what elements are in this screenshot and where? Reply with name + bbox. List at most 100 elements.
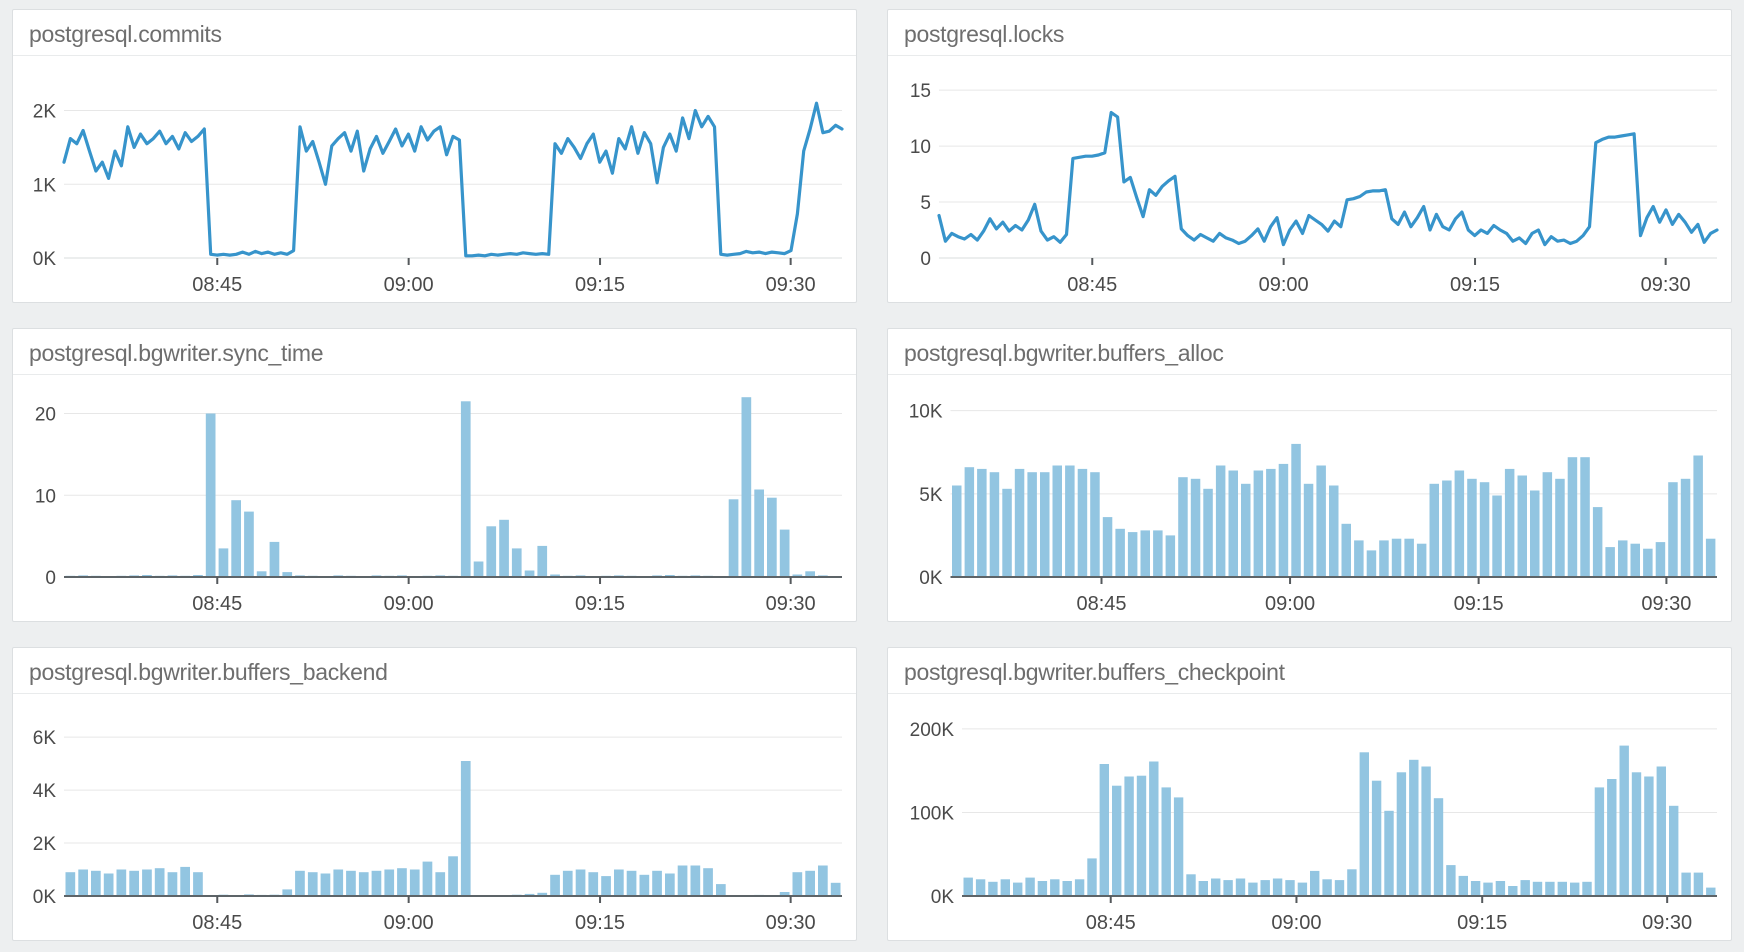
data-bar[interactable] xyxy=(1366,550,1377,577)
data-bar[interactable] xyxy=(1099,764,1109,896)
data-bar[interactable] xyxy=(295,870,305,896)
data-bar[interactable] xyxy=(1297,882,1308,896)
data-bar[interactable] xyxy=(1630,543,1641,577)
data-bar[interactable] xyxy=(1077,468,1088,577)
data-bar[interactable] xyxy=(1409,759,1419,896)
line-series[interactable] xyxy=(937,110,1719,247)
data-line[interactable] xyxy=(937,110,1719,247)
data-bar[interactable] xyxy=(1285,880,1295,896)
data-bar[interactable] xyxy=(1594,787,1605,896)
data-bar[interactable] xyxy=(1517,475,1528,578)
data-bar[interactable] xyxy=(1669,805,1679,896)
data-bar[interactable] xyxy=(346,870,356,896)
data-bar[interactable] xyxy=(1706,887,1716,896)
data-bar[interactable] xyxy=(1359,752,1369,896)
data-bar[interactable] xyxy=(1149,761,1159,897)
data-bar[interactable] xyxy=(550,874,560,896)
data-bar[interactable] xyxy=(1656,766,1666,897)
data-bar[interactable] xyxy=(1266,468,1276,577)
data-bar[interactable] xyxy=(1062,881,1072,896)
data-bar[interactable] xyxy=(1203,488,1213,577)
data-bar[interactable] xyxy=(562,870,573,896)
data-bar[interactable] xyxy=(1215,465,1226,578)
data-bar[interactable] xyxy=(1000,879,1010,896)
data-bar[interactable] xyxy=(1396,772,1407,896)
data-bar[interactable] xyxy=(588,872,599,896)
data-bar[interactable] xyxy=(550,574,560,578)
bar-chart[interactable]: 0K 2K 4K 6K 08:45 09:00 09:15 09:30 xyxy=(13,694,856,940)
data-bar[interactable] xyxy=(703,868,713,896)
line-chart[interactable]: 0K 1K 2K 08:45 09:00 09:15 09:30 xyxy=(13,56,856,302)
data-bar[interactable] xyxy=(1479,482,1490,577)
data-bar[interactable] xyxy=(1567,457,1578,577)
data-bar[interactable] xyxy=(1198,881,1208,896)
data-line[interactable] xyxy=(62,101,844,258)
data-bar[interactable] xyxy=(1483,882,1493,896)
data-bar[interactable] xyxy=(1013,882,1023,896)
data-bar[interactable] xyxy=(626,870,637,896)
chart-plot-area[interactable]: 0K 2K 4K 6K 08:45 09:00 09:15 09:30 xyxy=(13,694,856,940)
data-bar[interactable] xyxy=(1458,875,1468,896)
data-bar[interactable] xyxy=(91,870,101,896)
data-bar[interactable] xyxy=(1693,872,1704,896)
data-bar[interactable] xyxy=(1619,745,1629,896)
data-bar[interactable] xyxy=(963,877,973,896)
data-bar[interactable] xyxy=(1037,881,1048,896)
data-bar[interactable] xyxy=(690,865,701,897)
data-bar[interactable] xyxy=(1272,878,1283,897)
data-bar[interactable] xyxy=(1492,495,1502,578)
data-bar[interactable] xyxy=(1607,779,1617,896)
data-bar[interactable] xyxy=(65,872,76,896)
bar-series[interactable] xyxy=(65,397,841,578)
data-bar[interactable] xyxy=(1228,470,1239,578)
data-bar[interactable] xyxy=(1644,776,1654,897)
data-bar[interactable] xyxy=(728,499,739,577)
data-bar[interactable] xyxy=(511,548,522,577)
data-bar[interactable] xyxy=(103,873,114,897)
data-bar[interactable] xyxy=(1153,530,1163,577)
data-bar[interactable] xyxy=(1705,538,1716,577)
data-bar[interactable] xyxy=(473,561,484,578)
data-bar[interactable] xyxy=(231,500,241,577)
data-bar[interactable] xyxy=(358,872,369,896)
data-bar[interactable] xyxy=(977,468,987,577)
data-bar[interactable] xyxy=(830,882,841,896)
data-bar[interactable] xyxy=(256,571,267,577)
data-bar[interactable] xyxy=(1248,882,1258,896)
data-bar[interactable] xyxy=(1278,463,1289,577)
data-bar[interactable] xyxy=(1027,472,1037,577)
data-bar[interactable] xyxy=(307,872,318,896)
data-bar[interactable] xyxy=(1504,468,1515,577)
chart-plot-area[interactable]: 0K 1K 2K 08:45 09:00 09:15 09:30 xyxy=(13,56,856,302)
data-bar[interactable] xyxy=(282,889,293,896)
data-bar[interactable] xyxy=(1347,869,1357,896)
data-bar[interactable] xyxy=(1495,881,1506,896)
data-bar[interactable] xyxy=(116,869,127,897)
data-bar[interactable] xyxy=(1530,490,1540,578)
data-bar[interactable] xyxy=(1178,477,1188,577)
data-bar[interactable] xyxy=(1112,785,1122,896)
data-bar[interactable] xyxy=(1040,472,1050,577)
data-bar[interactable] xyxy=(1065,465,1075,578)
data-bar[interactable] xyxy=(1643,548,1653,577)
chart-plot-area[interactable]: 0 5 10 15 08:45 09:00 09:15 09:30 xyxy=(888,56,1731,302)
data-bar[interactable] xyxy=(1545,881,1555,896)
data-bar[interactable] xyxy=(460,401,471,577)
data-bar[interactable] xyxy=(244,511,254,577)
bar-chart[interactable]: 0K 100K 200K 08:45 09:00 09:15 09:30 xyxy=(888,694,1731,940)
data-bar[interactable] xyxy=(1322,879,1332,896)
data-bar[interactable] xyxy=(988,881,998,896)
data-bar[interactable] xyxy=(1391,538,1402,577)
data-bar[interactable] xyxy=(805,870,815,896)
data-bar[interactable] xyxy=(1334,880,1345,896)
bar-chart[interactable]: 0K 5K 10K 08:45 09:00 09:15 09:30 xyxy=(888,375,1731,621)
data-bar[interactable] xyxy=(1190,478,1201,577)
data-bar[interactable] xyxy=(524,893,535,896)
data-bar[interactable] xyxy=(1592,507,1603,577)
data-bar[interactable] xyxy=(1467,478,1477,577)
data-bar[interactable] xyxy=(1165,535,1176,577)
data-bar[interactable] xyxy=(1115,528,1125,577)
data-bar[interactable] xyxy=(486,526,497,577)
data-bar[interactable] xyxy=(1102,517,1113,577)
data-bar[interactable] xyxy=(1454,470,1465,578)
